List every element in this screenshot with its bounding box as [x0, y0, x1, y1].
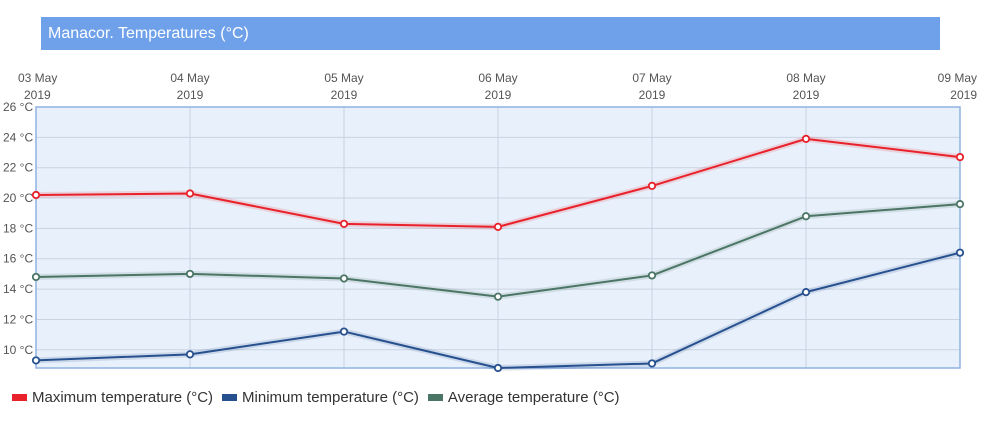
data-point-maximum: [339, 219, 349, 228]
data-point-minimum: [493, 363, 503, 373]
legend-swatch-maximum: [12, 394, 27, 401]
y-tick-label: 24 °C: [3, 130, 33, 144]
x-tick-label-year: 2019: [24, 88, 51, 102]
data-point-maximum: [955, 152, 965, 162]
data-point-average: [647, 271, 657, 280]
legend-label-average: Average temperature (°C): [447, 389, 620, 406]
x-tick-label-date: 06 May: [478, 71, 517, 85]
data-point-maximum: [31, 190, 41, 200]
x-tick-label-date: 03 May: [18, 71, 57, 85]
legend-item-average[interactable]: Average temperature (°C): [427, 389, 620, 406]
x-tick-label-date: 09 May: [938, 71, 977, 85]
y-tick-label: 16 °C: [3, 252, 33, 266]
y-tick-label: 20 °C: [3, 191, 33, 205]
legend-swatch-minimum: [222, 394, 238, 401]
data-point-average: [801, 212, 811, 221]
data-point-minimum: [339, 327, 349, 336]
legend-item-minimum[interactable]: Minimum temperature (°C): [222, 389, 419, 406]
y-tick-label: 18 °C: [3, 221, 33, 235]
data-point-average: [339, 274, 349, 283]
data-point-average: [955, 200, 965, 209]
data-point-minimum: [31, 356, 41, 365]
x-tick-label-year: 2019: [950, 88, 977, 102]
y-tick-label: 26 °C: [3, 100, 33, 114]
legend-item-maximum[interactable]: Maximum temperature (°C): [12, 389, 213, 406]
chart-title: Manacor. Temperatures (°C): [41, 17, 940, 50]
x-tick-label-date: 04 May: [170, 71, 209, 85]
x-tick-label-date: 07 May: [632, 71, 671, 85]
data-point-maximum: [185, 189, 195, 198]
legend-label-maximum: Maximum temperature (°C): [32, 389, 214, 406]
x-tick-label-date: 08 May: [786, 71, 825, 85]
legend-swatch-average: [427, 394, 443, 401]
y-tick-label: 10 °C: [3, 343, 33, 357]
data-point-maximum: [493, 222, 503, 231]
legend-label-minimum: Minimum temperature (°C): [242, 389, 419, 406]
x-tick-label-year: 2019: [793, 88, 820, 102]
x-tick-label-date: 05 May: [324, 71, 363, 85]
data-point-minimum: [185, 350, 195, 359]
x-tick-label-year: 2019: [331, 88, 358, 102]
y-tick-label: 22 °C: [3, 161, 33, 175]
y-tick-label: 12 °C: [3, 312, 33, 326]
data-point-average: [31, 272, 41, 282]
x-tick-label-year: 2019: [177, 88, 204, 102]
x-tick-label-year: 2019: [639, 88, 666, 102]
data-point-average: [185, 269, 195, 279]
chart-legend: Maximum temperature (°C) Minimum tempera…: [12, 389, 629, 406]
y-tick-label: 14 °C: [3, 282, 33, 296]
x-tick-label-year: 2019: [485, 88, 512, 102]
data-point-maximum: [801, 134, 811, 143]
data-point-minimum: [647, 359, 657, 368]
data-point-maximum: [647, 181, 657, 191]
data-point-average: [493, 292, 503, 301]
data-point-minimum: [801, 288, 811, 297]
data-point-minimum: [955, 248, 965, 257]
